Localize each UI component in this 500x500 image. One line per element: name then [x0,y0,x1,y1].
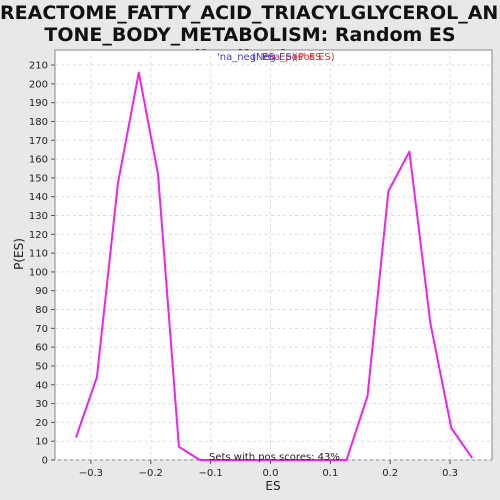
legend-pos-extra: (Pos ES) [294,52,335,63]
legend-pos-label: 'na_pos' ES [265,52,321,63]
y-tick-label: 80 [35,305,48,316]
y-tick-label: 120 [29,230,48,241]
x-axis-label: ES [265,479,280,493]
legend-neg-extra: (Neg ES) [252,52,296,63]
x-tick-label: 0.3 [442,468,458,479]
y-tick-label: 190 [29,98,48,109]
y-tick-label: 180 [29,117,48,128]
y-tick-label: 160 [29,155,48,166]
legend-neg-label: 'na_neg' ES [217,52,275,63]
y-tick-label: 210 [29,61,48,72]
pos-scores-annotation: Sets with pos scores: 43% [209,452,340,463]
y-tick-label: 140 [29,192,48,203]
y-tick-label: 20 [35,418,48,429]
y-tick-label: 50 [35,361,48,372]
y-axis: 0 10 20 30 40 50 60 70 80 90 100 110 120 130 140 150 160… [29,61,55,467]
x-tick-label: 0.1 [322,468,338,479]
plot-area [54,49,493,461]
y-axis-label: P(ES) [12,238,26,270]
y-tick-label: 60 [35,343,48,354]
grid-lines [55,50,492,461]
legend: 'na_neg' ES 'na_pos' ES (Neg ES) (Pos ES… [217,52,335,63]
y-tick-label: 200 [29,79,48,90]
y-tick-label: 130 [29,211,48,222]
y-tick-label: 90 [35,286,48,297]
x-tick-label: 0.2 [382,468,398,479]
x-tick-label: −0.1 [198,468,222,479]
series-layer [75,71,474,461]
x-tick-label: −0.2 [139,468,163,479]
y-tick-label: 0 [42,456,48,467]
y-tick-label: 40 [35,380,48,391]
y-tick-label: 10 [35,437,48,448]
y-tick-label: 70 [35,324,48,335]
y-tick-label: 100 [29,267,48,278]
y-tick-label: 110 [29,249,48,260]
series-line [75,71,474,461]
x-tick-label: 0.0 [263,468,279,479]
y-tick-label: 170 [29,136,48,147]
y-tick-label: 30 [35,399,48,410]
chart-title-line-1: REACTOME_FATTY_ACID_TRIACYLGLYCEROL_AND_… [0,2,500,24]
y-tick-label: 150 [29,173,48,184]
x-tick-label: −0.3 [79,468,103,479]
